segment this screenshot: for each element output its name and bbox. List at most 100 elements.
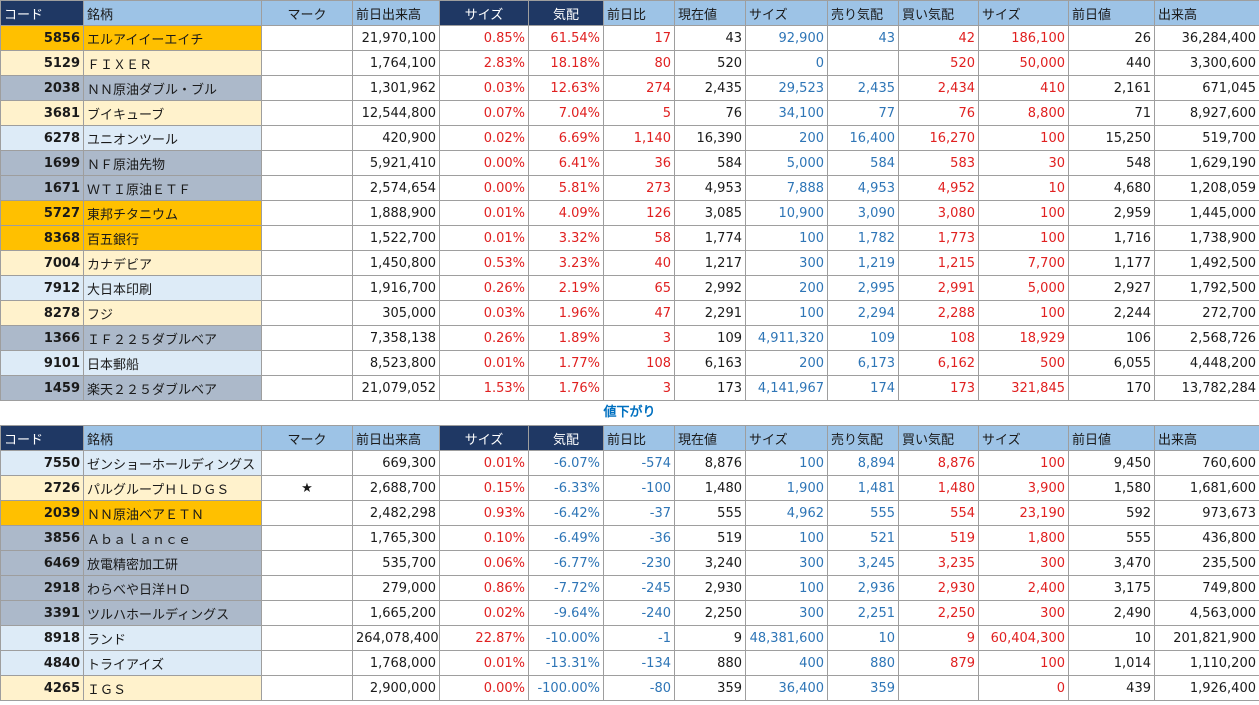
- cell-bid-size[interactable]: 100: [978, 650, 1069, 676]
- cell-quote[interactable]: 2.19%: [528, 275, 604, 301]
- cell-bid-size[interactable]: 5,000: [978, 275, 1069, 301]
- cell-prev-price[interactable]: 2,490: [1068, 600, 1155, 626]
- cell-code[interactable]: 5727: [0, 200, 84, 226]
- cell-bid[interactable]: 519: [898, 525, 979, 551]
- cell-name[interactable]: ＮＦ原油先物: [83, 150, 262, 176]
- cell-name[interactable]: ＷＴＩ原油ＥＴＦ: [83, 175, 262, 201]
- cell-change[interactable]: -245: [603, 575, 675, 601]
- cell-prev-volume[interactable]: 2,900,000: [352, 675, 440, 701]
- cell-quote[interactable]: 3.23%: [528, 250, 604, 276]
- header-volume[interactable]: 出来高: [1154, 0, 1259, 26]
- cell-bid[interactable]: [898, 675, 979, 701]
- cell-mark[interactable]: [261, 175, 353, 201]
- cell-bid-size[interactable]: 100: [978, 450, 1069, 476]
- cell-ask[interactable]: 3,090: [827, 200, 899, 226]
- cell-size[interactable]: 34,100: [745, 100, 828, 126]
- cell-size[interactable]: 92,900: [745, 25, 828, 51]
- cell-size[interactable]: 7,888: [745, 175, 828, 201]
- cell-size[interactable]: 100: [745, 225, 828, 251]
- cell-price[interactable]: 880: [674, 650, 746, 676]
- cell-ask[interactable]: 521: [827, 525, 899, 551]
- cell-ask[interactable]: 109: [827, 325, 899, 351]
- cell-size-pct[interactable]: 0.26%: [439, 325, 529, 351]
- cell-size[interactable]: 36,400: [745, 675, 828, 701]
- cell-size[interactable]: 200: [745, 350, 828, 376]
- cell-bid[interactable]: 42: [898, 25, 979, 51]
- cell-bid-size[interactable]: 1,800: [978, 525, 1069, 551]
- cell-size-pct[interactable]: 0.01%: [439, 225, 529, 251]
- cell-size-pct[interactable]: 0.15%: [439, 475, 529, 501]
- cell-ask[interactable]: 43: [827, 25, 899, 51]
- header-size[interactable]: サイズ: [745, 0, 828, 26]
- cell-prev-volume[interactable]: 1,765,300: [352, 525, 440, 551]
- cell-quote[interactable]: 7.04%: [528, 100, 604, 126]
- header-change[interactable]: 前日比: [603, 0, 675, 26]
- cell-mark[interactable]: [261, 150, 353, 176]
- cell-volume[interactable]: 4,563,000: [1154, 600, 1259, 626]
- cell-volume[interactable]: 1,492,500: [1154, 250, 1259, 276]
- cell-name[interactable]: ＦＩＸＥＲ: [83, 50, 262, 76]
- cell-ask[interactable]: 3,245: [827, 550, 899, 576]
- cell-price[interactable]: 2,435: [674, 75, 746, 101]
- cell-price[interactable]: 109: [674, 325, 746, 351]
- cell-quote[interactable]: -6.07%: [528, 450, 604, 476]
- cell-prev-price[interactable]: 592: [1068, 500, 1155, 526]
- cell-size[interactable]: 5,000: [745, 150, 828, 176]
- cell-code[interactable]: 1671: [0, 175, 84, 201]
- cell-name[interactable]: トライアイズ: [83, 650, 262, 676]
- cell-prev-price[interactable]: 170: [1068, 375, 1155, 401]
- cell-prev-price[interactable]: 1,716: [1068, 225, 1155, 251]
- cell-prev-volume[interactable]: 1,888,900: [352, 200, 440, 226]
- cell-mark[interactable]: [261, 650, 353, 676]
- header-bid[interactable]: 買い気配: [898, 425, 979, 451]
- header-name[interactable]: 銘柄: [83, 0, 262, 26]
- cell-quote[interactable]: 18.18%: [528, 50, 604, 76]
- cell-change[interactable]: 47: [603, 300, 675, 326]
- cell-size-pct[interactable]: 0.01%: [439, 450, 529, 476]
- cell-volume[interactable]: 1,208,059: [1154, 175, 1259, 201]
- cell-prev-price[interactable]: 2,927: [1068, 275, 1155, 301]
- cell-volume[interactable]: 1,445,000: [1154, 200, 1259, 226]
- header-size-pct[interactable]: サイズ: [439, 0, 529, 26]
- header-size-pct[interactable]: サイズ: [439, 425, 529, 451]
- cell-mark[interactable]: [261, 250, 353, 276]
- cell-volume[interactable]: 4,448,200: [1154, 350, 1259, 376]
- cell-price[interactable]: 555: [674, 500, 746, 526]
- cell-size-pct[interactable]: 0.00%: [439, 175, 529, 201]
- cell-change[interactable]: 58: [603, 225, 675, 251]
- cell-volume[interactable]: 749,800: [1154, 575, 1259, 601]
- cell-bid-size[interactable]: 410: [978, 75, 1069, 101]
- cell-price[interactable]: 520: [674, 50, 746, 76]
- cell-size-pct[interactable]: 0.06%: [439, 550, 529, 576]
- cell-code[interactable]: 7912: [0, 275, 84, 301]
- cell-size-pct[interactable]: 0.07%: [439, 100, 529, 126]
- header-volume[interactable]: 出来高: [1154, 425, 1259, 451]
- cell-price[interactable]: 43: [674, 25, 746, 51]
- cell-volume[interactable]: 1,738,900: [1154, 225, 1259, 251]
- cell-name[interactable]: 楽天２２５ダブルベア: [83, 375, 262, 401]
- cell-price[interactable]: 2,992: [674, 275, 746, 301]
- cell-change[interactable]: 108: [603, 350, 675, 376]
- cell-change[interactable]: -134: [603, 650, 675, 676]
- cell-code[interactable]: 4840: [0, 650, 84, 676]
- cell-size-pct[interactable]: 2.83%: [439, 50, 529, 76]
- cell-prev-volume[interactable]: 12,544,800: [352, 100, 440, 126]
- cell-mark[interactable]: [261, 75, 353, 101]
- cell-change[interactable]: 274: [603, 75, 675, 101]
- cell-change[interactable]: -37: [603, 500, 675, 526]
- cell-price[interactable]: 1,480: [674, 475, 746, 501]
- cell-ask[interactable]: 1,481: [827, 475, 899, 501]
- cell-name[interactable]: ＮＮ原油ダブル・ブル: [83, 75, 262, 101]
- cell-volume[interactable]: 13,782,284: [1154, 375, 1259, 401]
- cell-quote[interactable]: 1.89%: [528, 325, 604, 351]
- cell-size[interactable]: 100: [745, 300, 828, 326]
- cell-mark[interactable]: [261, 575, 353, 601]
- cell-bid-size[interactable]: 100: [978, 200, 1069, 226]
- cell-prev-volume[interactable]: 1,764,100: [352, 50, 440, 76]
- cell-size-pct[interactable]: 0.93%: [439, 500, 529, 526]
- cell-prev-price[interactable]: 9,450: [1068, 450, 1155, 476]
- cell-code[interactable]: 8278: [0, 300, 84, 326]
- cell-volume[interactable]: 36,284,400: [1154, 25, 1259, 51]
- cell-prev-price[interactable]: 2,959: [1068, 200, 1155, 226]
- cell-prev-volume[interactable]: 1,301,962: [352, 75, 440, 101]
